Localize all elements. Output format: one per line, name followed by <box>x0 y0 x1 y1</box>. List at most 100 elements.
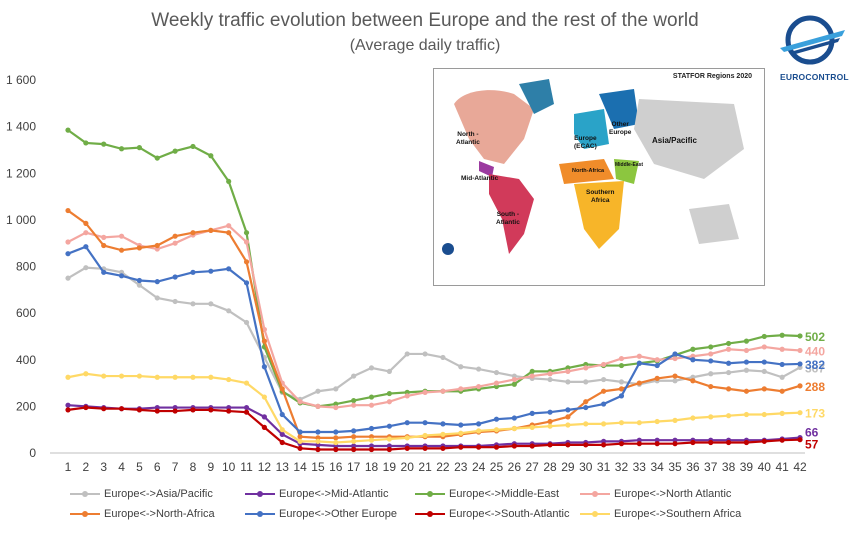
data-point <box>208 374 214 380</box>
data-point <box>315 446 321 453</box>
data-point <box>226 223 232 229</box>
data-point <box>243 239 250 245</box>
data-point <box>404 445 410 451</box>
eurocontrol-logo <box>770 8 850 88</box>
data-point <box>547 423 553 429</box>
data-point <box>743 347 750 354</box>
series-end-label: 57 <box>805 438 819 452</box>
legend-item: Europe<->Other Europe <box>245 508 397 520</box>
data-point <box>65 207 71 214</box>
map-label-north-atlantic: North - Atlantic <box>456 131 480 146</box>
data-point <box>422 445 428 451</box>
data-point <box>440 445 446 451</box>
data-point <box>386 399 392 405</box>
data-point <box>261 424 267 430</box>
x-tick-label: 21 <box>418 460 432 474</box>
map-label-asia-pacific: Asia/Pacific <box>652 136 697 145</box>
data-point <box>601 361 607 368</box>
series-line <box>67 245 801 434</box>
legend-item: Europe<->Middle-East <box>415 488 559 500</box>
series-line <box>67 266 801 401</box>
data-point <box>226 178 232 185</box>
data-point <box>458 364 464 370</box>
data-point <box>618 379 625 385</box>
data-point <box>333 446 339 453</box>
data-point <box>511 381 517 387</box>
map-label-other-europe: Other Europe <box>609 121 632 136</box>
data-point <box>636 353 642 359</box>
data-point <box>725 439 732 446</box>
data-point <box>351 434 357 440</box>
data-point <box>618 386 625 392</box>
data-point <box>601 421 607 427</box>
data-point <box>761 386 767 392</box>
data-point <box>690 378 696 384</box>
data-point <box>493 369 500 376</box>
data-point <box>333 404 339 411</box>
legend-label: Europe<->North Atlantic <box>614 488 732 500</box>
legend-swatch <box>580 489 610 499</box>
data-point <box>190 301 196 307</box>
data-point <box>779 361 785 368</box>
data-point <box>83 265 89 271</box>
data-point <box>743 439 750 446</box>
data-point <box>547 442 553 448</box>
series-end-label: 502 <box>805 330 825 344</box>
data-point <box>333 429 339 435</box>
x-tick-label: 33 <box>633 460 647 474</box>
data-point <box>583 442 589 448</box>
y-tick-label: 600 <box>16 306 36 320</box>
data-point <box>136 373 143 379</box>
data-point <box>422 420 428 426</box>
legend-label: Europe<->Middle-East <box>449 488 560 500</box>
x-tick-label: 35 <box>668 460 682 474</box>
series-line <box>67 372 801 444</box>
data-point <box>725 360 732 366</box>
data-point <box>708 439 714 446</box>
series-end-label: 173 <box>805 407 825 421</box>
data-point <box>243 409 250 415</box>
series-end-label: 382 <box>805 358 825 372</box>
data-point <box>190 374 196 380</box>
data-point <box>440 421 446 427</box>
y-tick-label: 800 <box>16 260 36 274</box>
data-point <box>243 230 250 236</box>
data-point <box>315 429 321 435</box>
data-point <box>368 425 375 432</box>
data-point <box>118 233 125 239</box>
data-point <box>351 428 357 434</box>
data-point <box>404 420 410 426</box>
data-point <box>315 403 321 409</box>
data-point <box>654 357 660 363</box>
data-point <box>368 437 375 443</box>
legend-item: Europe<->North Atlantic <box>580 488 731 500</box>
data-point <box>261 394 267 400</box>
data-point <box>476 383 482 390</box>
data-point <box>243 259 250 265</box>
data-point <box>743 367 750 373</box>
data-point <box>101 141 107 147</box>
data-point <box>136 282 143 288</box>
data-point <box>351 402 357 408</box>
x-tick-label: 25 <box>490 460 504 474</box>
x-tick-label: 1 <box>65 460 72 474</box>
data-point <box>493 416 500 422</box>
map-label-middle-east: Middle-East <box>615 162 644 168</box>
data-point <box>404 393 410 399</box>
x-tick-label: 32 <box>615 460 629 474</box>
data-point <box>476 421 482 427</box>
legend-item: Europe<->North-Africa <box>70 508 215 520</box>
data-point <box>368 446 375 453</box>
x-tick-label: 18 <box>365 460 379 474</box>
data-point <box>618 393 625 399</box>
data-point <box>743 359 750 365</box>
data-point <box>297 399 303 405</box>
data-point <box>154 155 160 161</box>
data-point <box>315 388 321 394</box>
data-point <box>154 279 160 285</box>
x-tick-label: 37 <box>704 460 718 474</box>
world-map-image <box>442 79 744 255</box>
data-point <box>458 422 464 428</box>
data-point <box>779 374 785 380</box>
data-point <box>440 388 446 394</box>
